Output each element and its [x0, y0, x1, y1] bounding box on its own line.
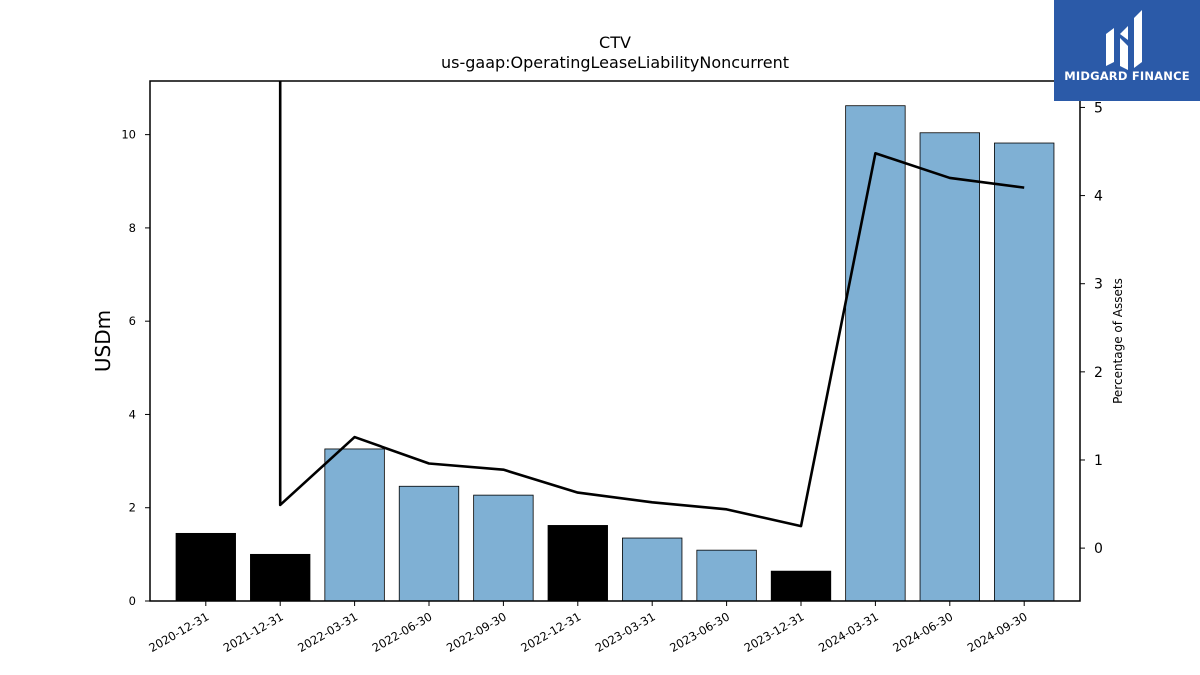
x-tick-label: 2022-06-30 — [370, 609, 435, 655]
x-tick-label: 2022-09-30 — [444, 609, 509, 655]
brand-logo: MIDGARD FINANCE — [1054, 0, 1200, 101]
y2-tick-label: 3 — [1094, 277, 1103, 293]
y2-tick-label: 4 — [1094, 189, 1103, 205]
y2-tick-label: 0 — [1094, 541, 1103, 557]
bar — [324, 448, 385, 602]
y2-axis-label: Percentage of Assets — [1111, 278, 1125, 404]
bar — [919, 132, 980, 602]
y2-tick-label: 5 — [1094, 100, 1103, 116]
y2-tick-label: 1 — [1094, 453, 1103, 469]
x-axis: 2020-12-31 2021-12-31 2022-03-31 2022-06-30… — [146, 601, 1030, 655]
x-tick-label: 2023-03-31 — [593, 609, 658, 655]
plot-frame — [149, 80, 1081, 602]
x-tick-label: 2020-12-31 — [146, 609, 211, 655]
x-tick-label: 2023-06-30 — [667, 609, 732, 655]
logo-text: MIDGARD FINANCE — [1064, 69, 1190, 83]
x-tick-label: 2023-12-31 — [742, 609, 807, 655]
bar — [696, 549, 757, 602]
bar — [845, 105, 906, 602]
x-tick-label: 2024-03-31 — [816, 609, 881, 655]
x-tick-label: 2022-03-31 — [295, 609, 360, 655]
bar — [250, 553, 311, 602]
y-tick-label: 6 — [129, 314, 136, 328]
chart-title: CTV — [599, 33, 631, 52]
bar — [622, 537, 683, 602]
bar — [547, 525, 608, 602]
bar — [770, 570, 832, 602]
bar — [175, 532, 236, 602]
line-group — [278, 81, 1025, 528]
logo-mark-icon — [1106, 10, 1142, 70]
y-tick-label: 0 — [129, 594, 136, 608]
bars-group — [175, 105, 1055, 602]
bar — [398, 485, 460, 602]
x-tick-label: 2022-12-31 — [518, 609, 583, 655]
bar — [994, 142, 1055, 602]
x-tick-label: 2024-09-30 — [965, 609, 1030, 655]
x-tick-label: 2021-12-31 — [221, 609, 286, 655]
y-axis-right: 0 1 2 3 4 5 — [1080, 100, 1103, 557]
x-tick-label: 2024-06-30 — [890, 609, 955, 655]
chart-subtitle: us-gaap:OperatingLeaseLiabilityNoncurren… — [441, 53, 789, 72]
y-tick-label: 2 — [129, 501, 136, 515]
y-axis-left: 0 2 4 6 8 10 — [121, 128, 150, 608]
y-tick-label: 10 — [121, 128, 136, 142]
y-tick-label: 4 — [129, 407, 136, 421]
bar — [473, 494, 534, 602]
y2-tick-label: 2 — [1094, 365, 1103, 381]
y-tick-label: 8 — [129, 221, 136, 235]
series-line — [278, 81, 1025, 528]
y-axis-label: USDm — [91, 310, 115, 372]
